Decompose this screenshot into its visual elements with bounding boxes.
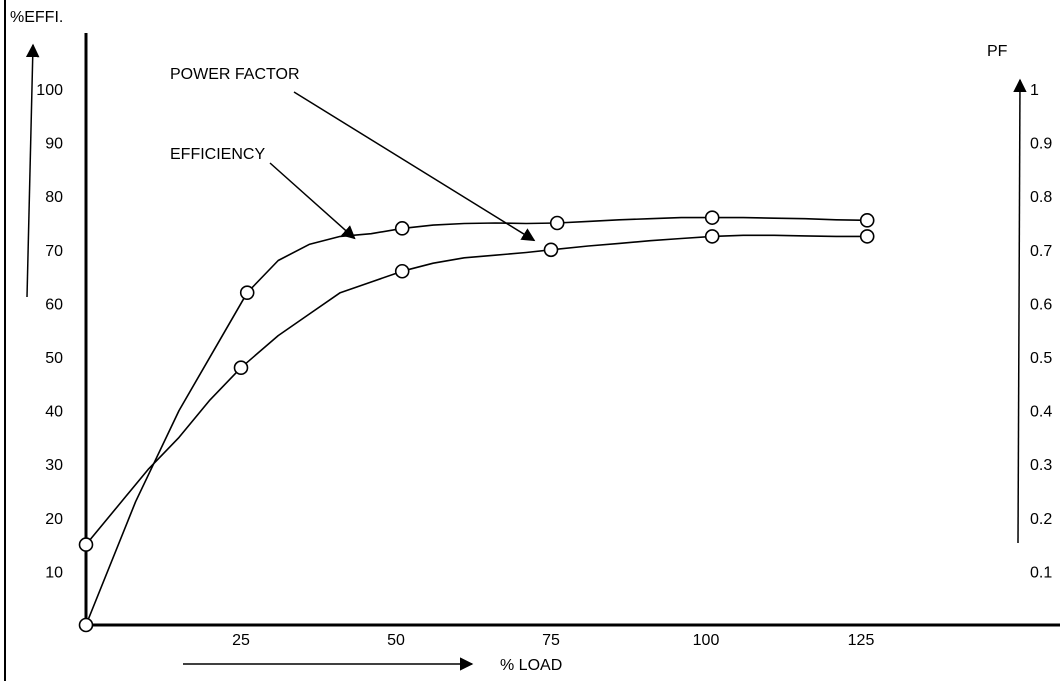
- y-right-tick-label: 0.8: [1030, 189, 1052, 206]
- y-right-axis-title: PF: [987, 43, 1008, 60]
- y-left-tick-label: 80: [45, 189, 63, 206]
- y-right-direction-arrow: [1013, 78, 1027, 544]
- power-factor-data-point: [233, 360, 249, 376]
- y-left-tick-label: 10: [45, 564, 63, 581]
- y-right-tick-label: 0.2: [1030, 511, 1052, 528]
- power-factor-data-point: [704, 229, 720, 244]
- power-factor-callout-arrow: [293, 91, 536, 242]
- x-axis-title: % LOAD: [500, 657, 562, 674]
- x-tick-label: 25: [232, 632, 250, 649]
- y-left-tick-label: 30: [45, 457, 63, 474]
- power-factor-data-point: [859, 229, 875, 244]
- efficiency-callout-label: EFFICIENCY: [170, 146, 265, 163]
- y-left-tick-label: 40: [45, 404, 63, 421]
- y-right-tick-label: 0.1: [1030, 564, 1052, 581]
- efficiency-data-point: [239, 285, 255, 300]
- y-left-direction-arrow: [25, 43, 40, 298]
- x-tick-label: 125: [848, 632, 875, 649]
- power-factor-callout-label: POWER FACTOR: [170, 66, 300, 83]
- efficiency-data-point: [549, 215, 565, 231]
- efficiency-callout-arrow: [269, 162, 356, 240]
- efficiency-data-point: [394, 221, 410, 236]
- y-left-tick-label: 100: [36, 82, 63, 99]
- x-tick-label: 75: [542, 632, 560, 649]
- y-left-tick-label: 60: [45, 296, 63, 313]
- x-tick-label: 100: [693, 632, 720, 649]
- power-factor-curve: [85, 234, 868, 546]
- power-factor-data-point: [394, 263, 410, 279]
- y-left-tick-label: 50: [45, 350, 63, 367]
- y-left-tick-label: 70: [45, 243, 63, 260]
- y-left-axis-title: %EFFI.: [10, 9, 63, 26]
- y-right-tick-label: 0.6: [1030, 296, 1052, 313]
- y-right-tick-label: 0.7: [1030, 243, 1052, 260]
- y-left-tick-label: 20: [45, 511, 63, 528]
- efficiency-data-point: [704, 210, 720, 225]
- efficiency-data-point: [859, 213, 875, 228]
- y-left-tick-label: 90: [45, 136, 63, 153]
- x-tick-label: 50: [387, 632, 405, 649]
- y-right-tick-label: 0.4: [1030, 404, 1052, 421]
- y-right-tick-label: 0.3: [1030, 457, 1052, 474]
- efficiency-curve: [85, 216, 868, 626]
- y-right-tick-label: 0.9: [1030, 136, 1052, 153]
- power-factor-data-point: [78, 537, 94, 552]
- power-factor-data-point: [543, 242, 559, 258]
- y-right-tick-label: 0.5: [1030, 350, 1052, 367]
- y-right-tick-label: 1: [1030, 82, 1039, 99]
- efficiency-data-point: [78, 617, 94, 633]
